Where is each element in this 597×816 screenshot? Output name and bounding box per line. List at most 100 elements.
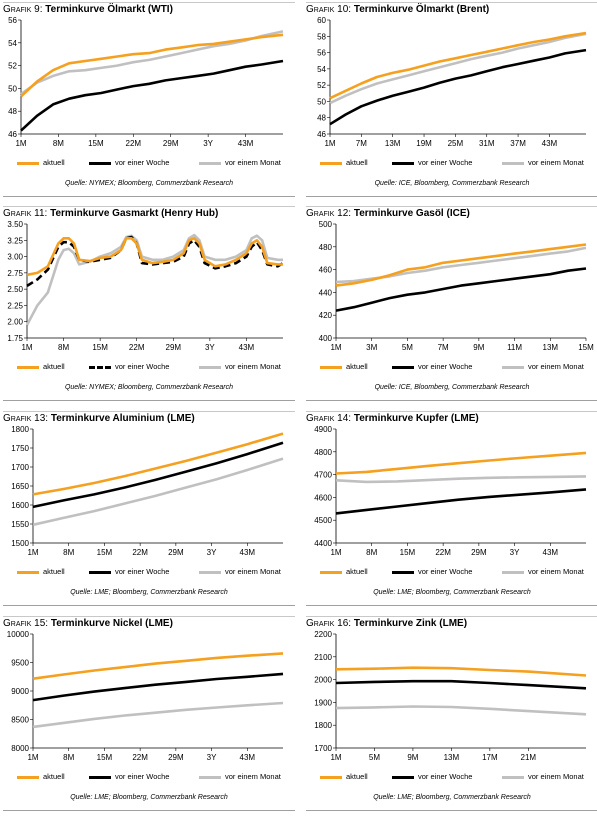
- y-tick-label: 1600: [11, 501, 29, 510]
- x-tick-label: 1M: [21, 343, 32, 352]
- y-tick-label: 8500: [11, 716, 29, 725]
- legend-label: vor einer Woche: [115, 362, 170, 371]
- x-tick-label: 43M: [240, 753, 256, 762]
- series-line-aktuell: [26, 237, 283, 277]
- legend-item: aktuell: [17, 362, 65, 371]
- y-tick-label: 1.75: [7, 334, 23, 343]
- y-tick-label: 1900: [314, 698, 332, 707]
- x-tick-label: 7M: [438, 343, 449, 352]
- line-chart: 1700 1800 1900 2000 2100 2200 1M 5M 9M 13M 17M 21M: [314, 630, 587, 762]
- chart-title: Grafik 12: Terminkurve Gasöl (ICE): [306, 208, 470, 219]
- chart-legend: aktuell vor einer Woche vor einem Monat: [320, 362, 596, 374]
- legend-label: vor einer Woche: [418, 362, 473, 371]
- panel-bottom-rule: [3, 605, 295, 606]
- source-note: Quelle: LME; Bloomberg, Commerzbank Rese…: [70, 589, 228, 596]
- x-tick-label: 3Y: [207, 753, 217, 762]
- legend-swatch: [89, 570, 111, 574]
- y-tick-label: 58: [317, 32, 326, 41]
- x-tick-label: 29M: [163, 139, 179, 148]
- x-tick-label: 19M: [416, 139, 432, 148]
- legend-item: aktuell: [17, 567, 65, 576]
- legend-swatch: [17, 365, 39, 369]
- source-note: Quelle: LME; Bloomberg, Commerzbank Rese…: [373, 794, 531, 801]
- y-tick-label: 9000: [11, 687, 29, 696]
- y-tick-label: 60: [317, 16, 326, 25]
- series-line-monat: [25, 233, 283, 326]
- y-tick-label: 1650: [11, 482, 29, 491]
- legend-item: vor einer Woche: [392, 158, 472, 167]
- y-tick-label: 4800: [314, 448, 332, 457]
- x-tick-label: 1M: [330, 548, 341, 557]
- x-tick-label: 15M: [88, 139, 104, 148]
- chart-legend: aktuell vor einer Woche vor einem Monat: [320, 158, 596, 170]
- chart-title-text: Terminkurve Ölmarkt (Brent): [353, 4, 490, 15]
- legend-label: vor einem Monat: [528, 362, 584, 371]
- chart-number: Grafik 13:: [3, 413, 51, 424]
- chart-panel: Grafik 14: Terminkurve Kupfer (LME) 4400 4…: [306, 411, 597, 611]
- y-tick-label: 1500: [11, 539, 29, 548]
- y-tick-label: 8000: [11, 744, 29, 753]
- chart-number: Grafik 12:: [306, 208, 354, 219]
- panel-top-rule: [306, 2, 597, 3]
- legend-item: aktuell: [320, 772, 368, 781]
- series-line-aktuell: [335, 666, 587, 677]
- x-tick-label: 15M: [578, 343, 594, 352]
- chart-number: Grafik 10:: [306, 4, 354, 15]
- legend-label: vor einem Monat: [528, 567, 584, 576]
- x-tick-label: 13M: [444, 753, 460, 762]
- series-line-woche: [32, 441, 284, 509]
- y-tick-label: 3.25: [7, 236, 23, 245]
- series-line-aktuell: [335, 243, 587, 287]
- y-tick-label: 4400: [314, 539, 332, 548]
- legend-label: vor einer Woche: [418, 567, 473, 576]
- chart-panel: Grafik 16: Terminkurve Zink (LME) 1700 180…: [306, 616, 597, 816]
- y-tick-label: 1800: [11, 425, 29, 434]
- x-tick-label: 5M: [369, 753, 380, 762]
- chart-title-text: Terminkurve Gasöl (ICE): [353, 208, 470, 219]
- panel-bottom-rule: [3, 810, 295, 811]
- chart-legend: aktuell vor einer Woche vor einem Monat: [17, 567, 293, 579]
- line-chart: 1.75 2.00 2.25 2.50 2.75 3.00 3.25 3.50 1M 8M 15M 2…: [7, 220, 284, 352]
- y-tick-label: 4700: [314, 471, 332, 480]
- panel-top-rule: [3, 206, 295, 207]
- legend-item: vor einer Woche: [89, 158, 169, 167]
- x-tick-label: 8M: [366, 548, 377, 557]
- legend-item: aktuell: [320, 567, 368, 576]
- y-tick-label: 50: [8, 84, 17, 93]
- legend-label: aktuell: [346, 158, 368, 167]
- legend-label: vor einer Woche: [115, 772, 170, 781]
- legend-swatch: [199, 570, 221, 574]
- y-tick-label: 48: [8, 107, 17, 116]
- chart-number: Grafik 14:: [306, 413, 354, 424]
- y-tick-label: 480: [319, 243, 333, 252]
- x-tick-label: 37M: [510, 139, 526, 148]
- legend-item: vor einer Woche: [89, 567, 169, 576]
- chart-title-text: Terminkurve Ölmarkt (WTI): [45, 4, 173, 15]
- x-tick-label: 43M: [543, 548, 559, 557]
- y-tick-label: 2200: [314, 630, 332, 639]
- y-tick-label: 50: [317, 97, 326, 106]
- x-tick-label: 1M: [27, 548, 38, 557]
- legend-label: aktuell: [43, 567, 65, 576]
- series-line-monat: [20, 30, 284, 96]
- panel-top-rule: [306, 411, 597, 412]
- x-tick-label: 15M: [92, 343, 108, 352]
- chart-title: Grafik 13: Terminkurve Aluminium (LME): [3, 413, 195, 424]
- legend-item: vor einem Monat: [199, 567, 281, 576]
- legend-label: vor einer Woche: [418, 158, 473, 167]
- legend-swatch: [502, 365, 524, 369]
- series-line-aktuell: [329, 31, 587, 100]
- panel-bottom-rule: [3, 400, 295, 401]
- legend-swatch: [392, 775, 414, 779]
- series-line-monat: [335, 475, 587, 484]
- series-line-woche: [329, 48, 587, 126]
- legend-label: vor einer Woche: [115, 158, 170, 167]
- legend-item: vor einem Monat: [502, 567, 584, 576]
- panel-bottom-rule: [306, 196, 597, 197]
- chart-number: Grafik 9:: [3, 4, 46, 15]
- x-tick-label: 7M: [356, 139, 367, 148]
- series-line-monat: [335, 705, 587, 716]
- legend-swatch: [320, 161, 342, 165]
- x-tick-label: 11M: [507, 343, 522, 352]
- chart-title-text: Terminkurve Zink (LME): [353, 618, 468, 629]
